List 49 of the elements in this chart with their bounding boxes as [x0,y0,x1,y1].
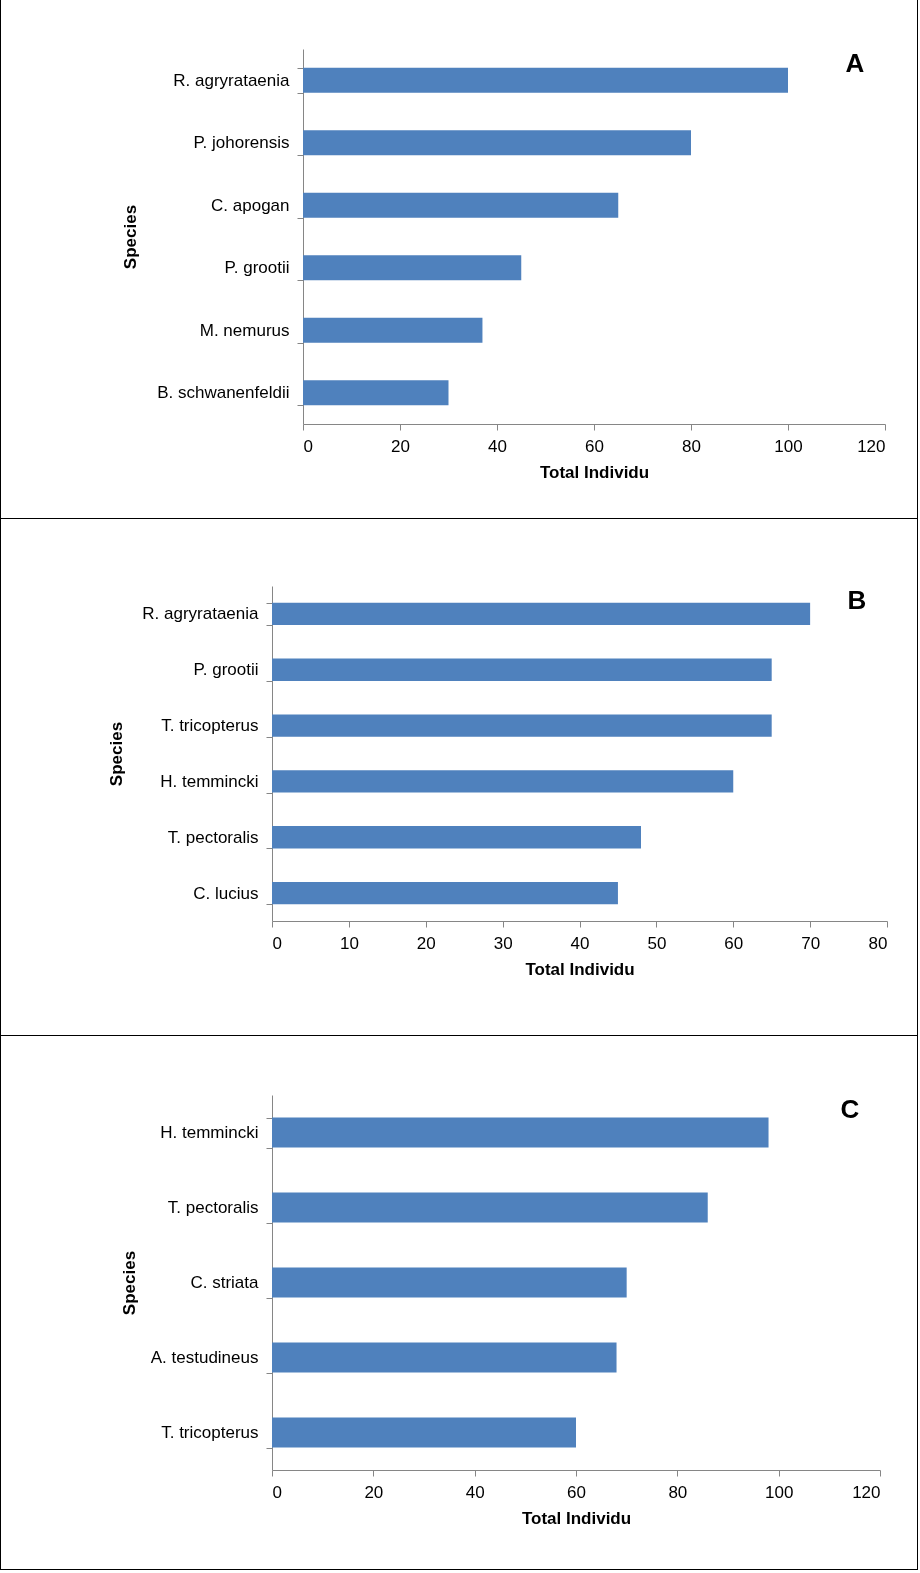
x-tick-label: 80 [868,933,888,953]
x-tick-label: 10 [339,933,359,953]
annotation: B [847,585,867,615]
x-tick-label: 70 [801,933,821,953]
y-tick-label: C. apogan [211,195,290,215]
x-tick-label: 80 [668,1482,688,1502]
y-axis-title: Species [121,204,141,270]
x-tick-label: 40 [488,436,507,456]
x-tick-label: 60 [724,933,744,953]
y-tick-label: T. pectoralis [167,827,259,847]
x-tick-label: 20 [364,1482,384,1502]
y-tick-label: P. johorensis [193,133,290,153]
annotation: C [840,1094,860,1124]
x-tick-label: 100 [774,436,803,456]
x-tick-label: 80 [682,436,701,456]
x-tick-label: 0 [272,933,282,953]
x-tick-label: 120 [857,436,886,456]
x-axis-title: Total Individu [525,959,635,979]
x-tick-label: 0 [303,436,313,456]
x-tick-label: 40 [465,1482,485,1502]
x-tick-label: 20 [391,436,410,456]
y-tick-label: A. testudineus [150,1348,259,1367]
x-tick-label: 100 [764,1482,794,1502]
x-tick-label: 50 [647,933,667,953]
y-tick-label: T. tricopterus [161,1423,259,1442]
y-tick-label: C. lucius [193,883,259,903]
x-tick-label: 0 [272,1482,282,1502]
annotation: A [845,48,865,78]
y-tick-label: M. nemurus [199,320,290,340]
x-axis-title: Total Individu [521,1508,632,1528]
x-tick-label: 60 [585,436,604,456]
y-tick-label: P. grootii [193,660,259,680]
y-tick-label: T. pectoralis [167,1198,259,1217]
y-tick-label: R. agryrataenia [142,604,260,624]
y-tick-label: H. temmincki [160,771,259,791]
y-tick-label: P. grootii [224,258,290,278]
x-tick-label: 30 [493,933,513,953]
x-tick-label: 20 [416,933,436,953]
y-tick-label: H. temmincki [160,1123,259,1142]
y-tick-label: T. tricopterus [161,716,259,736]
y-tick-label: C. striata [190,1273,260,1292]
x-tick-label: 120 [852,1482,881,1502]
x-axis-title: Total Individu [539,462,650,482]
y-axis-title: Species [119,1250,139,1316]
x-tick-label: 60 [567,1482,586,1502]
x-tick-label: 40 [570,933,590,953]
y-tick-label: B. schwanenfeldii [157,383,290,403]
y-axis-title: Species [106,721,126,787]
y-tick-label: R. agryrataenia [173,70,291,90]
